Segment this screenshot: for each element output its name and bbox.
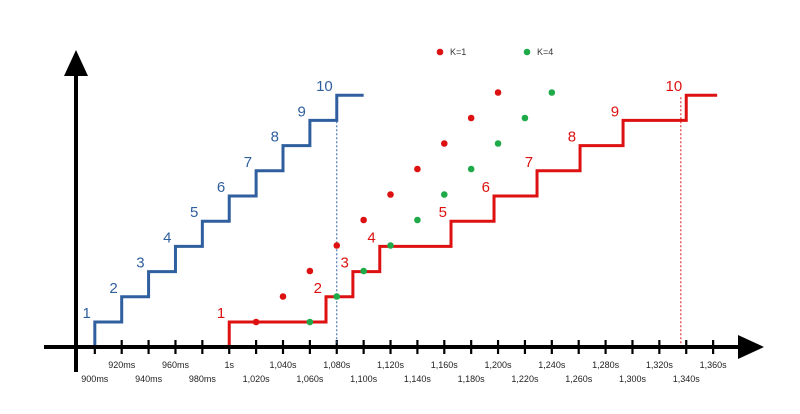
step-label: 9 (611, 103, 619, 120)
data-point (279, 293, 287, 300)
dot-series (306, 89, 556, 326)
x-tick-label: 1,120s (377, 360, 405, 370)
data-point (494, 140, 502, 147)
data-point (494, 89, 502, 96)
x-tick-label: 1,340s (673, 374, 701, 384)
data-point (306, 318, 314, 326)
legend-label: K=4 (537, 47, 553, 57)
x-tick-label: 1,060s (296, 374, 324, 384)
step-label: 5 (190, 204, 198, 221)
x-tick-label: 1,280s (592, 360, 620, 370)
x-tick-label: 1,100s (350, 374, 378, 384)
data-point (440, 191, 448, 198)
step-label: 7 (244, 154, 252, 171)
dot-series (252, 89, 502, 326)
data-point (414, 216, 421, 224)
vertical-markers (336, 97, 682, 345)
data-point (252, 318, 260, 326)
data-point (387, 242, 394, 249)
x-tick-label: 1,260s (565, 374, 593, 384)
x-axis-arrowhead (738, 335, 764, 359)
legend-item: K=1 (436, 47, 466, 57)
x-tick-label: 920ms (108, 360, 136, 370)
step-line-series: 1 2 3 4 5 6 7 8 9 10 (82, 78, 364, 345)
data-point (548, 89, 556, 96)
x-tick-label: 1,360s (700, 360, 728, 370)
x-ticks: 900ms 920ms 940ms 960ms 980ms 1s 1,020s 1,040s 1… (81, 340, 727, 384)
step-label: 2 (314, 280, 322, 297)
step-label: 9 (298, 103, 306, 120)
legend-swatch (523, 48, 531, 56)
data-point (414, 165, 421, 173)
legend: K=1 K=4 (436, 47, 553, 57)
x-tick-label: 1,180s (458, 374, 486, 384)
step-label: 7 (525, 154, 533, 171)
data-point (467, 114, 475, 122)
data-point (440, 140, 448, 147)
legend-label: K=1 (450, 47, 466, 57)
step-line-series: 1 2 3 4 5 6 7 8 9 10 (217, 78, 718, 345)
step-label: 3 (136, 255, 144, 272)
x-tick-label: 1,200s (485, 360, 513, 370)
x-tick-label: 1,300s (619, 374, 647, 384)
x-tick-label: 940ms (135, 374, 163, 384)
x-tick-label: 960ms (162, 360, 190, 370)
x-tick-label: 1,020s (243, 374, 271, 384)
dot-series (252, 89, 556, 326)
x-tick-label: 1,140s (404, 374, 432, 384)
x-tick-label: 980ms (189, 374, 217, 384)
step-label: 10 (666, 78, 683, 95)
x-tick-label: 1,160s (431, 360, 459, 370)
step-label: 2 (109, 280, 117, 297)
step-label: 6 (482, 179, 490, 196)
data-point (306, 267, 314, 275)
x-tick-label: 1,080s (323, 360, 351, 370)
data-point (360, 216, 367, 224)
x-tick-label: 1,320s (646, 360, 674, 370)
data-point (333, 242, 341, 249)
step-label: 1 (217, 305, 225, 322)
legend-swatch (436, 48, 444, 56)
step-line (93, 93, 364, 345)
step-label: 10 (316, 78, 333, 95)
data-point (360, 267, 367, 275)
axes (44, 50, 764, 372)
step-label: 8 (568, 129, 576, 146)
data-point (467, 165, 475, 173)
data-point (333, 293, 341, 300)
step-label: 4 (367, 229, 375, 246)
step-label: 6 (217, 179, 225, 196)
x-tick-label: 1,040s (269, 360, 297, 370)
data-point (521, 114, 529, 122)
x-tick-label: 900ms (81, 374, 109, 384)
step-label: 4 (163, 229, 171, 246)
x-tick-label: 1,240s (538, 360, 566, 370)
x-tick-label: 1,220s (511, 374, 539, 384)
y-axis-arrowhead (64, 50, 88, 76)
data-point (387, 191, 394, 198)
legend-item: K=4 (523, 47, 553, 57)
step-label: 3 (341, 255, 349, 272)
x-tick-label: 1s (224, 360, 234, 370)
step-series: 1 2 3 4 5 6 7 8 9 10 1 2 3 4 5 6 7 8 9 10 (82, 78, 718, 345)
step-label: 5 (439, 204, 447, 221)
step-line (227, 93, 718, 345)
step-label: 8 (271, 129, 279, 146)
step-label: 1 (82, 305, 90, 322)
